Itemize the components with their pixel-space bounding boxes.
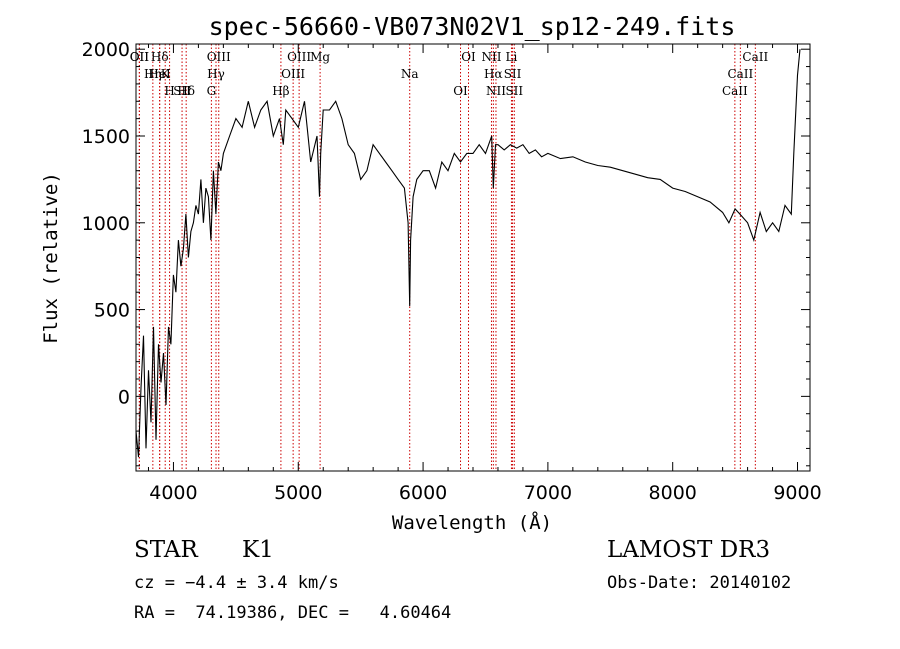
line-label-24: Li xyxy=(506,50,518,64)
x-tick-label-6000: 6000 xyxy=(399,482,447,504)
x-tick-label-5000: 5000 xyxy=(274,482,322,504)
axis-ticks: 4000 5000 6000 7000 8000 9000 0 500 1000 1500 2000 xyxy=(82,39,822,504)
line-label-18: OI xyxy=(461,50,476,64)
y-tick-label-500: 500 xyxy=(94,300,130,322)
line-label-22: SII xyxy=(504,67,522,81)
line-label-14: Hβ xyxy=(272,84,289,98)
chart-title: spec-56660-VB073N02V1_sp12-249.fits xyxy=(209,12,736,41)
survey-name: LAMOST DR3 xyxy=(607,537,771,563)
line-label-5: SII xyxy=(173,84,191,98)
x-tick-label-8000: 8000 xyxy=(649,482,697,504)
line-label-23: SII xyxy=(505,84,523,98)
object-subclass: K1 xyxy=(242,537,274,563)
x-axis-label: Wavelength (Å) xyxy=(392,511,552,534)
redshift-text: cz = −4.4 ± 3.4 km/s xyxy=(134,573,339,593)
line-label-11: G xyxy=(207,84,217,98)
y-tick-label-2000: 2000 xyxy=(82,39,130,61)
line-label-7: Hη xyxy=(144,67,162,81)
line-label-9: OIII xyxy=(207,50,231,64)
line-label-2: Hδ xyxy=(177,84,195,98)
line-label-27: CaII xyxy=(742,50,768,64)
spectral-line-markers xyxy=(138,44,756,471)
line-label-20: NII xyxy=(486,84,506,98)
observation-date: Obs-Date: 20140102 xyxy=(607,573,792,593)
x-tick-label-4000: 4000 xyxy=(149,482,197,504)
line-label-1: K xyxy=(161,67,171,81)
line-label-3: OII xyxy=(130,50,150,64)
line-label-25: CaII xyxy=(727,67,753,81)
x-tick-label-7000: 7000 xyxy=(524,482,572,504)
line-label-4: HeI xyxy=(148,67,171,81)
x-tick-label-9000: 9000 xyxy=(773,482,821,504)
spectrum-line xyxy=(135,49,801,458)
line-label-17: OI xyxy=(453,84,468,98)
y-tick-label-1500: 1500 xyxy=(82,126,130,148)
line-label-19: Hα xyxy=(484,67,503,81)
line-label-13: OIII xyxy=(281,67,305,81)
line-label-16: Na xyxy=(401,67,419,81)
coordinates-text: RA = 74.19386, DEC = 4.60464 xyxy=(134,603,452,623)
y-axis-label: Flux (relative) xyxy=(40,172,62,344)
line-label-12: OIII xyxy=(287,50,311,64)
y-tick-label-0: 0 xyxy=(118,386,130,408)
plot-frame xyxy=(135,43,811,472)
spectral-line-labels: HδKHδOIIHeISIIOIIHηHOIIIHγGOIIIOIIIHβMgN… xyxy=(130,50,769,98)
line-label-15: Mg xyxy=(310,50,330,64)
line-label-21: NII xyxy=(481,50,501,64)
line-label-0: Hδ xyxy=(151,50,169,64)
line-label-26: CaII xyxy=(722,84,748,98)
line-label-8: H xyxy=(164,84,174,98)
line-label-10: Hγ xyxy=(207,67,225,81)
line-label-6: OII xyxy=(130,50,150,64)
y-tick-label-1000: 1000 xyxy=(82,213,130,235)
object-class: STAR xyxy=(134,537,198,563)
